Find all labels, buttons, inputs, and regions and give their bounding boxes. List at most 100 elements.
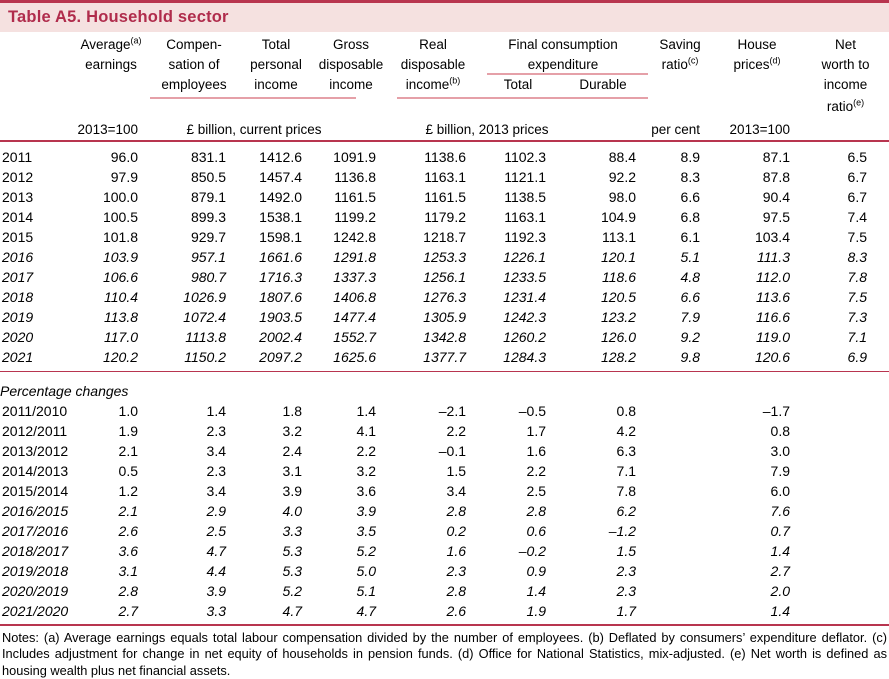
value-cell: 1233.5 xyxy=(503,269,546,285)
footnote-marker-a: (a) xyxy=(130,35,142,46)
header-text-expenditure: expenditure xyxy=(478,55,648,75)
value-cell: 2.5 xyxy=(526,483,546,499)
spacer-cell xyxy=(0,75,72,99)
value-cell: 3.6 xyxy=(118,543,138,559)
value-cell: 1276.3 xyxy=(423,289,466,305)
value-cell: 2.8 xyxy=(446,503,466,519)
value-cell: –1.7 xyxy=(762,403,790,419)
value-cell: 3.9 xyxy=(282,483,302,499)
table-row: 2021 120.2 1150.2 2097.2 1625.6 1377.7 1284.3 1… xyxy=(0,347,889,372)
value-cell: 3.4 xyxy=(206,483,226,499)
value-cell: 1.0 xyxy=(118,403,138,419)
value-cell: 2.7 xyxy=(770,563,790,579)
value-cell: 3.3 xyxy=(282,523,302,539)
value-cell: 1113.8 xyxy=(185,329,226,345)
value-cell xyxy=(802,461,889,481)
table-row: 2015/2014 1.2 3.4 3.9 3.6 3.4 2.5 7.8 6.0 xyxy=(0,481,889,501)
value-cell: 1.4 xyxy=(770,543,790,559)
value-cell xyxy=(648,441,712,461)
value-cell: 1716.3 xyxy=(259,269,302,285)
value-cell: 1260.2 xyxy=(503,329,546,345)
header-text: income xyxy=(238,75,314,99)
value-cell: 1102.3 xyxy=(504,149,546,165)
value-cell: 128.2 xyxy=(558,347,648,372)
value-cell: 1291.8 xyxy=(333,249,376,265)
value-cell: 2.8 xyxy=(526,503,546,519)
header-text: income xyxy=(314,75,388,99)
value-cell: 831.1 xyxy=(190,149,226,165)
footnote-marker-c: (c) xyxy=(687,55,699,66)
value-cell: 111.3 xyxy=(757,249,790,265)
value-cell: 1138.5 xyxy=(504,189,546,205)
value-cell: 1161.5 xyxy=(334,189,376,205)
table-row: 2012/2011 1.9 2.3 3.2 4.1 2.2 1.7 4.2 0.8 xyxy=(0,421,889,441)
units-row: 2013=100 £ billion, current prices £ bil… xyxy=(0,115,889,142)
table-row: 2016 103.9 957.1 1661.6 1291.8 1253.3 1226.1 12… xyxy=(0,247,889,267)
value-cell: 1625.6 xyxy=(314,347,388,372)
col-header-total-personal-income: Total xyxy=(261,37,291,52)
value-cell: 2002.4 xyxy=(259,329,302,345)
value-cell: 1.7 xyxy=(558,601,648,626)
value-cell: 2.3 xyxy=(616,563,636,579)
table-row: 2018/2017 3.6 4.7 5.3 5.2 1.6 –0.2 1.5 1.4 xyxy=(0,541,889,561)
value-cell: 7.8 xyxy=(616,483,636,499)
value-cell: 1163.1 xyxy=(504,209,546,225)
value-cell: 6.9 xyxy=(802,347,889,372)
header-text: Average xyxy=(80,37,131,52)
value-cell xyxy=(802,501,889,521)
value-cell: 100.0 xyxy=(102,189,138,205)
row-label: 2015 xyxy=(2,229,34,245)
value-cell: 4.7 xyxy=(238,601,314,626)
value-cell: 4.2 xyxy=(616,423,636,439)
value-cell: 1661.6 xyxy=(259,249,302,265)
value-cell: 103.4 xyxy=(754,229,790,245)
value-cell: 8.3 xyxy=(847,249,867,265)
table-row: 2012 97.9 850.5 1457.4 1136.8 1163.1 1121.1 92.… xyxy=(0,167,889,187)
value-cell: 0.8 xyxy=(770,423,790,439)
value-cell: 1163.1 xyxy=(424,169,466,185)
value-cell: 1284.3 xyxy=(478,347,558,372)
value-cell: 110.4 xyxy=(104,289,138,305)
value-cell: 1.9 xyxy=(478,601,558,626)
value-cell: 1538.1 xyxy=(259,209,302,225)
col-header-real-disposable-income: Real xyxy=(419,37,447,52)
value-cell: 6.1 xyxy=(680,229,700,245)
value-cell xyxy=(802,601,889,626)
header-text: employees xyxy=(150,75,238,99)
value-cell: 113.1 xyxy=(602,229,636,245)
value-cell: 2.3 xyxy=(446,563,466,579)
value-cell: 7.6 xyxy=(770,503,790,519)
value-cell: 6.2 xyxy=(616,503,636,519)
levels-body: 2011 96.0 831.1 1412.6 1091.9 1138.6 1102.3 88.… xyxy=(0,142,889,372)
household-sector-table: Average(a) Compen- Total Gross Real Fina… xyxy=(0,35,889,626)
row-label: 2011/2010 xyxy=(2,403,68,419)
col-header-fce-total: Total xyxy=(478,75,558,99)
header-text: ratio(e) xyxy=(802,98,889,115)
value-cell: 113.6 xyxy=(756,289,790,305)
value-cell: 7.5 xyxy=(847,289,867,305)
value-cell: 1.6 xyxy=(526,443,546,459)
value-cell: 1406.8 xyxy=(333,289,376,305)
value-cell: 6.6 xyxy=(680,289,700,305)
unit-house-prices: 2013=100 xyxy=(712,115,802,142)
row-label: 2014 xyxy=(2,209,34,225)
header-text: worth to xyxy=(821,57,870,72)
value-cell xyxy=(802,561,889,581)
value-cell: 113.8 xyxy=(104,309,138,325)
percentage-changes-label-row: Percentage changes xyxy=(0,372,889,401)
value-cell: 103.9 xyxy=(102,249,138,265)
value-cell: 879.1 xyxy=(190,189,226,205)
row-label: 2018 xyxy=(2,289,34,305)
value-cell: 2.3 xyxy=(616,583,636,599)
value-cell: 9.8 xyxy=(648,347,712,372)
value-cell: 6.3 xyxy=(616,443,636,459)
value-cell: 87.8 xyxy=(762,169,790,185)
value-cell: 2.1 xyxy=(118,443,138,459)
value-cell: 2.9 xyxy=(206,503,226,519)
value-cell: 1.6 xyxy=(446,543,466,559)
value-cell: 2.8 xyxy=(446,583,466,599)
value-cell: 98.0 xyxy=(608,189,636,205)
value-cell: 120.5 xyxy=(600,289,636,305)
value-cell: 117.0 xyxy=(104,329,138,345)
row-label: 2017 xyxy=(2,269,34,285)
